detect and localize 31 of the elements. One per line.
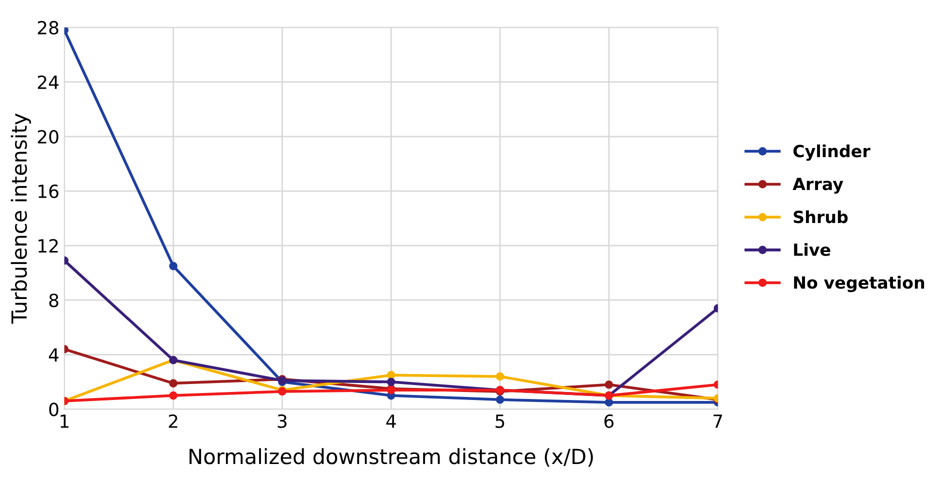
point xyxy=(169,262,178,270)
x-tick-label: 7 xyxy=(714,414,722,428)
point xyxy=(604,398,614,407)
x-tick-label: 2 xyxy=(168,414,178,428)
x-tick-label: 6 xyxy=(604,414,614,428)
point xyxy=(496,395,504,404)
point xyxy=(496,372,504,381)
y-tick-label: 8 xyxy=(49,294,58,308)
y-axis-title: Turbulence intensity xyxy=(10,114,32,324)
y-tick-label: 4 xyxy=(48,348,59,362)
legend-label: Shrub xyxy=(794,210,848,224)
x-tick-label: 1 xyxy=(60,414,68,428)
legend-label: No vegetation xyxy=(794,276,924,292)
x-axis-title: Normalized downstream distance (x/D) xyxy=(190,448,593,467)
legend-label: Live xyxy=(794,243,830,256)
legend-label: Cylinder xyxy=(793,144,870,161)
point xyxy=(604,380,614,389)
point xyxy=(386,378,396,386)
point xyxy=(386,370,396,380)
point xyxy=(169,379,178,388)
y-tick-label: 24 xyxy=(38,75,59,89)
y-tick-label: 16 xyxy=(38,184,58,198)
x-tick-label: 5 xyxy=(496,414,504,428)
x-tick-label: 3 xyxy=(278,414,287,428)
y-tick-label: 28 xyxy=(38,20,58,35)
y-tick-label: 12 xyxy=(38,239,58,252)
x-tick-label: 4 xyxy=(386,414,396,428)
point xyxy=(169,391,178,400)
legend-label: Array xyxy=(792,178,844,194)
y-tick-label: 0 xyxy=(49,402,58,416)
y-tick-label: 20 xyxy=(38,130,58,144)
